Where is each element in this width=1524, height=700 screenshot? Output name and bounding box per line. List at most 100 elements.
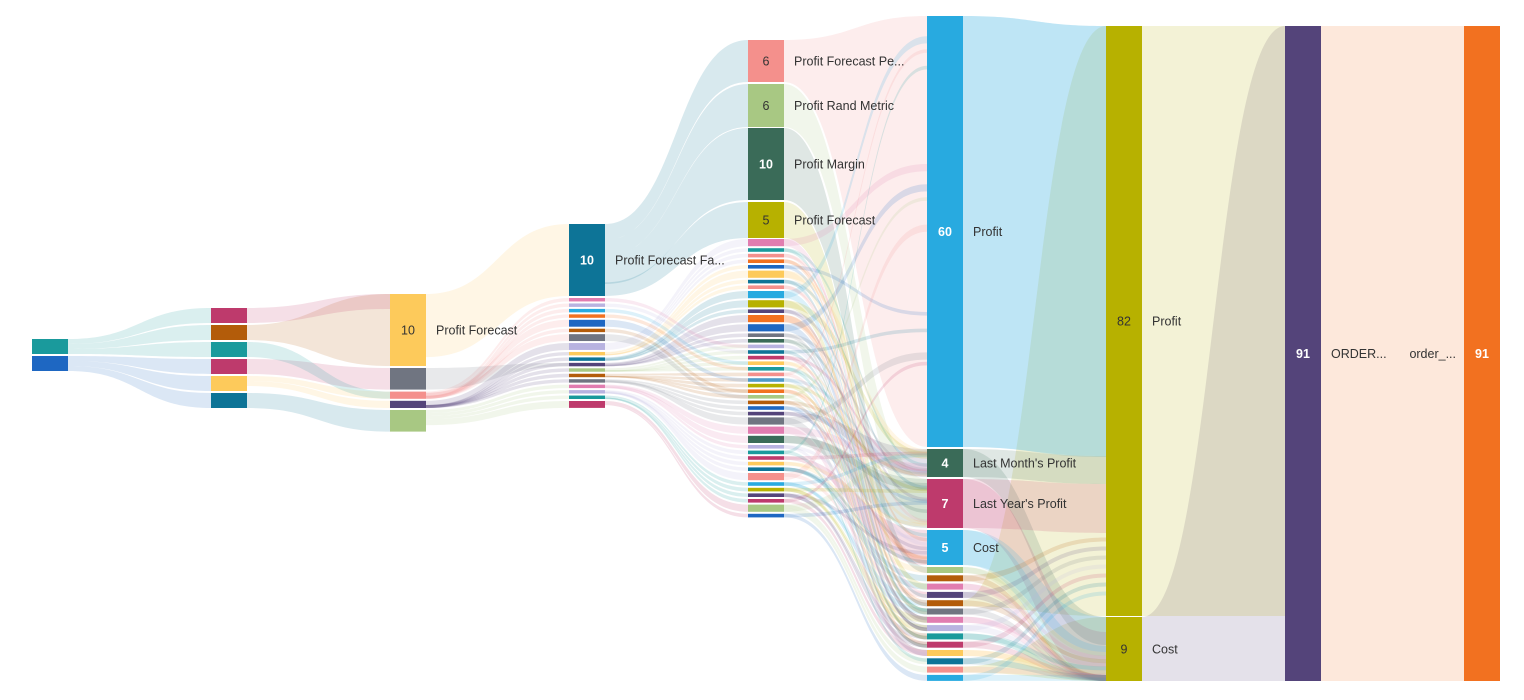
sankey-node-c3-3[interactable]: [569, 308, 605, 313]
sankey-node-c5-13[interactable]: [927, 641, 963, 648]
sankey-node-c5-6[interactable]: [927, 583, 963, 590]
sankey-node-c4-44[interactable]: [748, 499, 784, 503]
sankey-node-c5-16[interactable]: [927, 666, 963, 673]
sankey-node-c4-25[interactable]: [748, 378, 784, 382]
sankey-node-c4-3[interactable]: [748, 202, 784, 238]
sankey-node-c5-10[interactable]: [927, 616, 963, 623]
sankey-node-c3-16[interactable]: [569, 390, 605, 394]
sankey-node-c0-0[interactable]: [32, 339, 68, 354]
sankey-node-c3-18[interactable]: [569, 401, 605, 408]
sankey-node-c4-2[interactable]: [748, 128, 784, 200]
sankey-node-c3-10[interactable]: [569, 357, 605, 361]
sankey-node-c4-26[interactable]: [748, 383, 784, 388]
sankey-node-c4-17[interactable]: [748, 333, 784, 337]
sankey-node-c4-9[interactable]: [748, 270, 784, 278]
sankey-node-c4-5[interactable]: [748, 248, 784, 252]
sankey-node-c4-28[interactable]: [748, 395, 784, 399]
sankey-node-c4-32[interactable]: [748, 417, 784, 425]
sankey-node-c3-1[interactable]: [569, 298, 605, 302]
sankey-node-c2-4[interactable]: [390, 410, 426, 432]
sankey-node-c4-13[interactable]: [748, 300, 784, 308]
sankey-node-c6-1[interactable]: [1106, 617, 1142, 681]
sankey-node-c4-0[interactable]: [748, 40, 784, 82]
sankey-node-c4-16[interactable]: [748, 324, 784, 332]
sankey-node-c3-14[interactable]: [569, 379, 605, 383]
sankey-node-c4-36[interactable]: [748, 450, 784, 455]
sankey-node-c3-4[interactable]: [569, 314, 605, 318]
sankey-node-c5-12[interactable]: [927, 633, 963, 640]
sankey-node-c1-4[interactable]: [211, 376, 247, 391]
sankey-node-c4-22[interactable]: [748, 361, 784, 365]
sankey-node-c4-1[interactable]: [748, 84, 784, 127]
sankey-node-c5-17[interactable]: [927, 674, 963, 681]
sankey-node-c2-2[interactable]: [390, 391, 426, 399]
sankey-node-c4-4[interactable]: [748, 239, 784, 247]
sankey-node-c4-43[interactable]: [748, 493, 784, 497]
sankey-node-c3-7[interactable]: [569, 334, 605, 342]
sankey-node-c4-37[interactable]: [748, 456, 784, 460]
sankey-node-c3-8[interactable]: [569, 343, 605, 350]
sankey-node-c2-3[interactable]: [390, 400, 426, 408]
sankey-node-c3-2[interactable]: [569, 303, 605, 307]
sankey-node-c4-30[interactable]: [748, 406, 784, 410]
sankey-node-c5-8[interactable]: [927, 600, 963, 607]
sankey-node-c3-9[interactable]: [569, 351, 605, 356]
sankey-node-c3-11[interactable]: [569, 362, 605, 367]
sankey-node-c3-12[interactable]: [569, 368, 605, 372]
sankey-node-c4-41[interactable]: [748, 482, 784, 486]
sankey-node-c5-2[interactable]: [927, 479, 963, 528]
sankey-node-c4-27[interactable]: [748, 389, 784, 393]
sankey-node-c4-29[interactable]: [748, 400, 784, 405]
sankey-node-c5-3[interactable]: [927, 530, 963, 565]
sankey-node-c5-7[interactable]: [927, 591, 963, 598]
sankey-node-c3-6[interactable]: [569, 328, 605, 333]
sankey-node-c2-1[interactable]: [390, 368, 426, 390]
sankey-node-c7-0[interactable]: [1285, 26, 1321, 681]
sankey-node-c4-14[interactable]: [748, 309, 784, 313]
sankey-node-c6-0[interactable]: [1106, 26, 1142, 616]
sankey-node-c5-5[interactable]: [927, 575, 963, 582]
sankey-node-c4-21[interactable]: [748, 355, 784, 360]
sankey-node-c5-0[interactable]: [927, 16, 963, 447]
sankey-node-c3-5[interactable]: [569, 319, 605, 327]
sankey-node-c4-39[interactable]: [748, 467, 784, 471]
sankey-node-c5-15[interactable]: [927, 658, 963, 665]
sankey-node-c4-8[interactable]: [748, 265, 784, 269]
sankey-node-c4-18[interactable]: [748, 339, 784, 343]
sankey-node-c4-42[interactable]: [748, 487, 784, 492]
sankey-node-c5-4[interactable]: [927, 567, 963, 573]
sankey-node-c4-15[interactable]: [748, 315, 784, 323]
sankey-node-c4-31[interactable]: [748, 411, 784, 416]
sankey-node-c1-3[interactable]: [211, 359, 247, 374]
sankey-node-c4-11[interactable]: [748, 285, 784, 289]
sankey-node-c4-20[interactable]: [748, 350, 784, 354]
sankey-node-c5-9[interactable]: [927, 608, 963, 615]
sankey-node-c0-1[interactable]: [32, 356, 68, 371]
sankey-node-c1-1[interactable]: [211, 325, 247, 340]
sankey-node-c4-23[interactable]: [748, 367, 784, 371]
sankey-node-c4-10[interactable]: [748, 279, 784, 284]
sankey-node-c4-24[interactable]: [748, 372, 784, 377]
sankey-node-c4-45[interactable]: [748, 504, 784, 512]
sankey-node-c4-7[interactable]: [748, 259, 784, 263]
sankey-node-c5-14[interactable]: [927, 650, 963, 656]
sankey-node-c1-5[interactable]: [211, 393, 247, 408]
sankey-node-c4-19[interactable]: [748, 344, 784, 349]
sankey-node-c4-12[interactable]: [748, 291, 784, 299]
sankey-node-c1-2[interactable]: [211, 342, 247, 357]
sankey-node-c4-40[interactable]: [748, 473, 784, 481]
sankey-node-c3-13[interactable]: [569, 373, 605, 378]
sankey-node-c4-46[interactable]: [748, 513, 784, 518]
sankey-node-c5-11[interactable]: [927, 625, 963, 632]
sankey-node-c4-34[interactable]: [748, 435, 784, 443]
sankey-node-c5-1[interactable]: [927, 449, 963, 477]
sankey-node-c8-0[interactable]: [1464, 26, 1500, 681]
sankey-node-c3-17[interactable]: [569, 395, 605, 399]
sankey-node-c1-0[interactable]: [211, 308, 247, 323]
sankey-node-c4-38[interactable]: [748, 461, 784, 466]
sankey-node-c4-35[interactable]: [748, 445, 784, 449]
sankey-node-c4-33[interactable]: [748, 426, 784, 434]
sankey-node-c2-0[interactable]: [390, 294, 426, 366]
sankey-node-c3-15[interactable]: [569, 384, 605, 389]
sankey-node-c3-0[interactable]: [569, 224, 605, 296]
